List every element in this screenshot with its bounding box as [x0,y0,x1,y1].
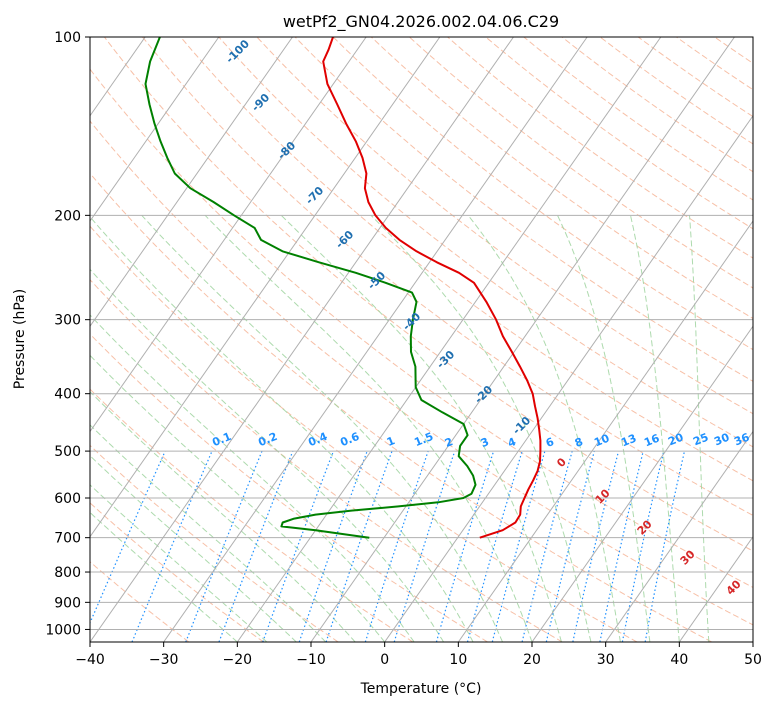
x-tick-label: 40 [670,652,688,668]
x-tick-label: −30 [149,652,179,668]
x-axis-label: Temperature (°C) [360,681,482,697]
isotherm-line [90,37,367,433]
moist-adiabat [141,214,503,642]
isotherm-line [90,37,514,642]
mixing-ratio-label: 10 [592,432,611,450]
dry-adiabat [218,37,753,448]
x-tick-label: 50 [744,652,762,668]
y-tick-label: 400 [54,387,81,403]
temperature-profile [322,37,542,539]
y-tick-label: 100 [54,30,81,46]
isotherm-line [678,535,753,642]
moist-adiabat [90,391,356,642]
dry-adiabat [90,225,638,642]
moist-adiabat [280,214,562,642]
x-tick-label: −20 [223,652,253,668]
y-tick-label: 900 [54,595,81,611]
moist-adiabat [204,214,533,642]
x-tick-label: 0 [380,652,389,668]
x-tick-label: −40 [75,652,105,668]
moist-adiabat [557,215,651,642]
mixing-ratio-label: 13 [619,432,638,450]
mixing-ratio-line [572,450,620,642]
y-tick-label: 200 [54,208,81,224]
y-tick-label: 700 [54,531,81,547]
dry-adiabat [180,37,753,482]
isotherm-line [531,325,753,642]
y-tick-label: 600 [54,491,81,507]
moist-adiabat [370,214,592,642]
dry-adiabat [294,37,753,382]
mixing-ratio-label: 3 [479,435,491,450]
moist-adiabat [90,484,268,642]
y-tick-label: 800 [54,565,81,581]
y-tick-label: 1000 [45,622,81,638]
isotherm-line [384,114,753,642]
isotherm-line [90,37,220,222]
mixing-ratio-line [262,450,334,642]
x-tick-label: −10 [296,652,326,668]
chart-title: wetPf2_GN04.2026.002.04.06.C29 [283,12,559,32]
dry-adiabat [90,172,712,642]
moist-adiabat [467,214,621,642]
moist-adiabat [90,268,445,642]
mixing-ratio-line [545,450,595,642]
y-tick-label: 300 [54,313,81,329]
mixing-ratio-label: 36 [732,431,751,449]
mixing-ratio-label: 25 [691,431,710,449]
moist-adiabat [90,354,386,642]
moist-adiabat [689,215,710,642]
isotherm-line [236,37,662,642]
mixing-ratio-line [521,450,573,642]
dry-adiabat [90,561,190,642]
dry-adiabat [90,333,488,642]
isotherm-line [605,430,753,642]
mixing-ratio-line [435,450,495,642]
mixing-ratio-label: 16 [642,432,661,450]
isotherm-line [90,37,293,328]
mixing-ratio-line [218,450,294,642]
mixing-ratio-label: 2 [443,435,455,450]
mixing-ratio-label: 20 [666,431,685,449]
plot-frame [89,36,754,643]
dry-adiabat [256,37,753,415]
mixing-ratio-line [90,450,166,625]
mixing-ratio-label: 8 [573,435,585,450]
dewpoint-profile [144,37,477,539]
mixing-ratio-line [185,450,263,642]
x-tick-label: 20 [523,652,541,668]
dry-adiabat [104,37,753,552]
dry-adiabat [90,120,753,626]
x-tick-label: 10 [449,652,467,668]
mixing-ratio-line [298,450,368,642]
y-axis-label: Pressure (hPa) [12,289,28,389]
moist-adiabat [90,314,415,642]
dry-adiabat [370,37,753,320]
y-tick-label: 500 [54,444,81,460]
mixing-ratio-label: 1 [385,434,397,449]
dry-adiabat [90,68,753,589]
mixing-ratio-label: 30 [712,431,731,449]
isotherm-line [90,37,441,538]
mixing-ratio-line [599,450,644,642]
moist-adiabat [90,455,297,642]
mixing-ratio-line [325,450,393,642]
mixing-ratio-line [131,450,213,642]
dry-adiabat [90,278,563,642]
mixing-ratio-line [466,450,523,642]
moist-adiabat [630,215,680,642]
x-tick-label: 30 [597,652,615,668]
isotherm-line [310,37,735,642]
moist-adiabat [90,511,238,642]
mixing-ratio-line [364,450,429,642]
isotherm-line [457,220,753,642]
isotherm-line [163,37,588,642]
